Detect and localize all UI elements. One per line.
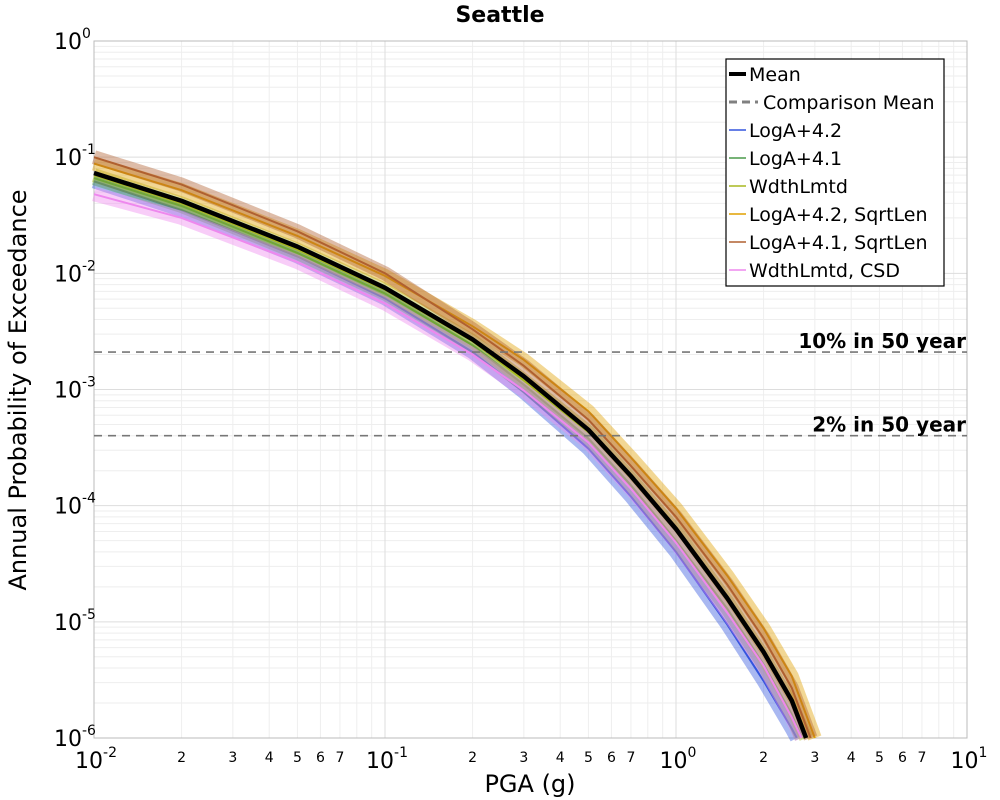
legend-label: WdthLmtd, CSD (749, 260, 900, 282)
x-minor-tick-label: 3 (228, 750, 237, 766)
y-tick-label: 10-1 (54, 142, 96, 171)
series-band-1 (91, 174, 803, 742)
mean-curve-layer (93, 170, 809, 739)
x-minor-tick-label: 5 (584, 750, 593, 766)
x-tick-label: 100 (660, 745, 697, 774)
legend-label: LogA+4.1 (749, 148, 842, 170)
legend-label: LogA+4.1, SqrtLen (749, 232, 928, 254)
y-tick-label: 10-2 (54, 258, 96, 287)
x-axis-title: PGA (g) (484, 770, 575, 798)
series-line-3 (93, 174, 808, 739)
x-minor-tick-label: 4 (556, 750, 565, 766)
x-minor-tick-label: 3 (519, 750, 528, 766)
legend-label: Comparison Mean (763, 92, 935, 114)
series-line-4 (93, 162, 816, 739)
series-bands (91, 150, 822, 742)
x-minor-tick-label: 7 (335, 750, 344, 766)
series-band-5 (91, 150, 818, 741)
chart-title: Seattle (455, 3, 544, 28)
reference-label-2: 2% in 50 year (812, 413, 966, 437)
x-minor-tick-label: 4 (847, 750, 856, 766)
x-minor-tick-label: 7 (917, 750, 926, 766)
series-band-2 (91, 171, 808, 741)
x-minor-tick-label: 2 (468, 750, 477, 766)
legend-label: WdthLmtd (749, 176, 848, 198)
series-band-3 (91, 168, 813, 741)
plot-area (93, 40, 968, 739)
x-minor-tick-label: 4 (265, 750, 274, 766)
x-minor-tick-label: 6 (607, 750, 616, 766)
x-minor-tick-label: 2 (177, 750, 186, 766)
x-minor-tick-label: 5 (875, 750, 884, 766)
x-minor-tick-label: 5 (293, 750, 302, 766)
legend-box (725, 58, 945, 287)
legend-label: LogA+4.2 (749, 120, 842, 142)
y-tick-label: 10-5 (54, 607, 96, 636)
series-band-4 (91, 156, 822, 741)
x-tick-label: 10-1 (366, 745, 408, 774)
series-line-1 (93, 180, 798, 739)
x-tick-label: 101 (951, 745, 988, 774)
y-tick-label: 100 (54, 26, 91, 55)
y-axis-ticks: 100 10-1 10-2 10-3 10-4 10-5 10-6 (54, 26, 96, 752)
legend-label: Mean (749, 64, 801, 86)
y-tick-label: 10-4 (54, 491, 96, 520)
series-line-5 (93, 156, 812, 739)
x-tick-label: 10-2 (75, 745, 117, 774)
reference-lines: 10% in 50 year 2% in 50 year (94, 329, 967, 437)
x-minor-tick-label: 6 (316, 750, 325, 766)
y-tick-label: 10-6 (54, 723, 96, 752)
series-line-6 (93, 193, 803, 739)
mean-curve (93, 170, 809, 739)
y-axis-title: Annual Probability of Exceedance (4, 189, 32, 590)
reference-label-1: 10% in 50 year (798, 329, 966, 353)
series-line-2 (93, 177, 803, 739)
legend: Mean Comparison Mean LogA+4.2 LogA+4.1 WdthL… (725, 58, 945, 287)
x-minor-tick-label: 2 (759, 750, 768, 766)
y-tick-label: 10-3 (54, 375, 96, 404)
legend-label: LogA+4.2, SqrtLen (749, 204, 928, 226)
x-minor-tick-label: 7 (626, 750, 635, 766)
x-minor-tick-label: 6 (898, 750, 907, 766)
x-minor-tick-label: 3 (810, 750, 819, 766)
